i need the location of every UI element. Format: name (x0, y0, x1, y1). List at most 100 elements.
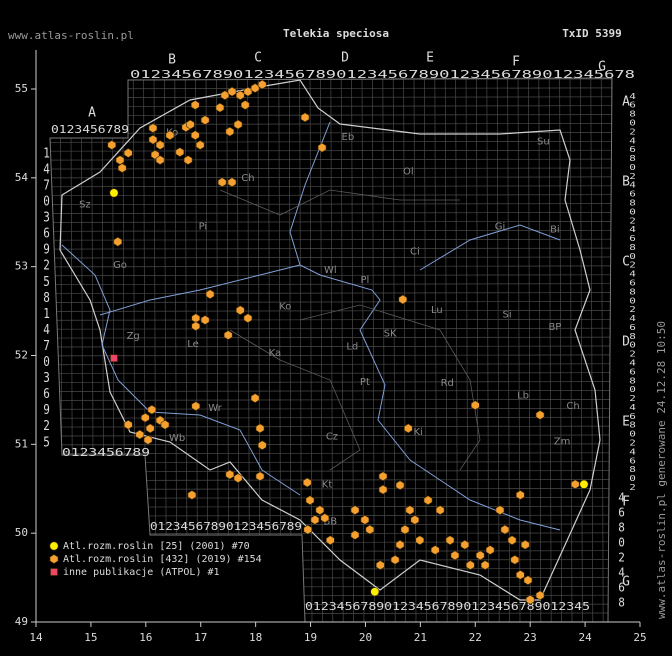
grid-line-h (50, 123, 612, 125)
x-tick-label: 16 (139, 631, 152, 644)
region-label: Ki (413, 427, 422, 438)
region-label: Ci (410, 247, 420, 258)
grid-line-h (50, 363, 612, 366)
occurrence (390, 554, 400, 565)
region-label: Le (187, 339, 199, 350)
occurrence (460, 539, 470, 550)
grid-digits: 01234567890123456789 (150, 520, 302, 533)
occurrence (398, 294, 408, 305)
grid-line-h (50, 212, 612, 214)
grid-line-h (50, 416, 612, 419)
occurrence (50, 568, 58, 576)
grid-line-h (50, 87, 612, 90)
grid-line-v (548, 78, 552, 622)
grid-line-h (50, 256, 612, 259)
occurrence (191, 321, 201, 332)
grid-line-v (424, 78, 427, 622)
grid-digits: 4680246802468024680246802468024680246802… (626, 92, 639, 492)
occurrence (310, 514, 320, 525)
occurrence (570, 479, 580, 490)
grid-line-h (50, 399, 612, 401)
grid-line-h (50, 336, 612, 339)
occurrence (257, 440, 267, 451)
occurrence (410, 514, 420, 525)
grid-line-v (590, 78, 594, 622)
grid-line-v (216, 78, 219, 622)
grid-digits: 0123456789012345678901234567890123456789… (130, 68, 635, 81)
grid-line-h (50, 425, 612, 428)
occurrence (115, 155, 125, 165)
grid-row-letter: B (622, 175, 630, 190)
region-label: BB (323, 517, 337, 528)
region-label: BP (548, 322, 561, 333)
region-label: Wr (208, 403, 222, 414)
region-label: Wb (169, 433, 185, 444)
occurrence (475, 550, 485, 561)
region-label: Wl (324, 265, 337, 276)
region-label: Zg (127, 331, 140, 342)
occurrence (250, 393, 260, 403)
river (61, 244, 301, 496)
legend-label: Atl.rozm.roslin [25] (2001) #70 (63, 541, 250, 552)
occurrence (148, 123, 158, 133)
occurrence (523, 575, 533, 586)
occurrence (200, 315, 210, 325)
region-label: Si (503, 310, 512, 321)
grid-line-v (361, 78, 365, 622)
occurrence (117, 163, 127, 173)
occurrence (303, 524, 313, 535)
grid-line-v (600, 78, 604, 622)
grid-line-h (50, 105, 612, 108)
occurrence (317, 142, 327, 153)
y-tick-label: 55 (15, 82, 28, 95)
grid-row-letter: A (622, 95, 630, 110)
occurrence (423, 495, 433, 506)
grid-line-h (50, 238, 612, 241)
grid-line-h (50, 283, 612, 286)
grid-line-v (340, 78, 344, 622)
grid-row-letter: D (622, 335, 630, 350)
grid-line-h (50, 452, 612, 455)
grid-line-v (538, 78, 542, 622)
region-label: Eb (342, 132, 355, 143)
grid-line-v (330, 78, 334, 622)
grid-row-letter: G (622, 575, 630, 590)
grid-line-v (236, 78, 240, 622)
grid-column-letter: B (168, 53, 176, 68)
grid-line-v (559, 78, 562, 622)
occurrence (225, 126, 235, 137)
occurrence (187, 490, 197, 500)
occurrence (235, 305, 245, 316)
region-label: SK (384, 328, 397, 339)
grid-digits: 46802468 (615, 490, 628, 610)
occurrence (155, 155, 165, 165)
map-title: Telekia speciosa (283, 27, 389, 40)
occurrence (257, 79, 267, 90)
country-border (59, 79, 601, 601)
occurrence (480, 560, 490, 571)
occurrence (370, 587, 380, 597)
occurrence (302, 477, 312, 488)
grid-line-v (299, 78, 302, 622)
river (289, 121, 561, 531)
occurrence (378, 484, 388, 495)
x-tick-label: 15 (84, 631, 97, 644)
occurrence (375, 560, 385, 571)
grid-line-h (50, 167, 612, 170)
grid-line-v (195, 78, 198, 622)
occurrence (395, 539, 405, 550)
grid-line-v (153, 78, 157, 622)
grid-column-letter: A (88, 106, 96, 121)
occurrence (183, 155, 193, 165)
region-label: Su (537, 136, 550, 147)
region-label: Ld (346, 342, 358, 353)
occurrence (227, 177, 237, 188)
legend-label: Atl.rozm.roslin [432] (2019) #154 (63, 554, 262, 565)
grid-digits: 0123456789 (51, 123, 129, 136)
occurrence (190, 100, 200, 110)
grid-line-v (288, 78, 292, 622)
occurrence (148, 134, 158, 145)
region-label: Lb (517, 390, 529, 401)
occurrence (233, 473, 243, 483)
occurrence (223, 330, 233, 340)
